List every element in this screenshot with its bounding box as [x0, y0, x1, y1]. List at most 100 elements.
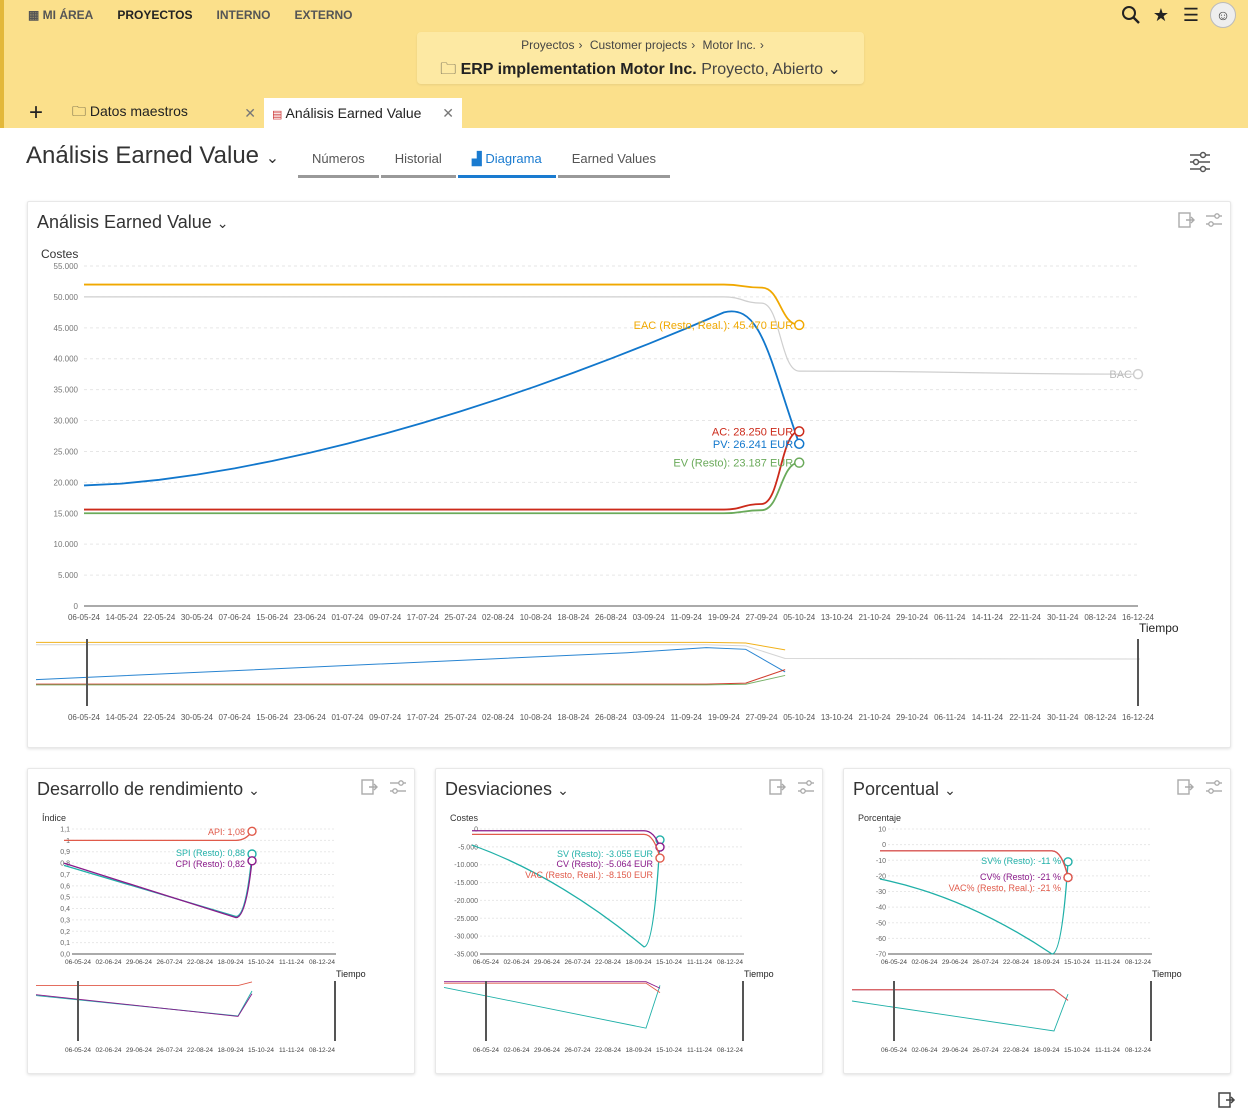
x-tick-label: 06-11-24	[934, 613, 966, 622]
data-label-ac: AC: 28.250 EUR	[712, 426, 793, 438]
navigator-tick-label: 06-05-24	[473, 1047, 499, 1054]
chart-title[interactable]: Desviaciones ⌄	[445, 779, 569, 800]
series-line-api	[880, 850, 1069, 878]
project-title[interactable]: 🗀 ERP implementation Motor Inc. Proyecto…	[417, 58, 864, 85]
performance-chart-card: Desarrollo de rendimiento ⌄ Índice 1,1 1 0,…	[27, 768, 415, 1074]
data-label-api: VAC% (Resto, Real.): -21 %	[949, 883, 1061, 893]
close-icon[interactable]: ✕	[442, 104, 454, 121]
breadcrumb-item[interactable]: Customer projects	[589, 38, 688, 52]
chart-title[interactable]: Porcentual ⌄	[853, 779, 956, 800]
nav-my-area[interactable]: ▦ MI ÁREA	[28, 8, 94, 22]
settings-sliders-icon[interactable]	[1188, 150, 1212, 174]
navigator-tick-label: 29-06-24	[942, 1047, 968, 1054]
navigator-tick-label: 21-10-24	[858, 713, 891, 722]
navigator-tick-label: 08-12-24	[717, 1047, 743, 1054]
export-icon[interactable]	[1175, 777, 1195, 797]
y-tick-label: -60	[876, 936, 886, 943]
x-axis-label: Tiempo	[336, 969, 366, 979]
y-tick-label: 0,0	[60, 952, 70, 959]
navigator-tick-label: 26-07-24	[564, 1047, 590, 1054]
close-icon[interactable]: ✕	[244, 104, 256, 121]
chevron-down-icon: ⌄	[557, 782, 569, 798]
chart-settings-icon[interactable]	[796, 777, 816, 797]
menu-icon[interactable]: ☰	[1182, 4, 1200, 25]
data-label-spi: SV% (Resto): -11 %	[981, 856, 1061, 866]
folder-icon: 🗀	[72, 103, 86, 119]
add-tab-button[interactable]: +	[28, 99, 43, 126]
navigator-line-pv	[35, 647, 786, 681]
view-history[interactable]: Historial	[380, 148, 456, 178]
page-title[interactable]: Análisis Earned Value ⌄	[26, 142, 279, 170]
tab-label: Análisis Earned Value	[285, 105, 422, 121]
navigator-tick-label: 22-08-24	[187, 1047, 213, 1054]
data-label-cpi: CPI (Resto): 0,82	[175, 859, 245, 869]
navigator-line-bac	[36, 644, 1141, 660]
navigator-tick-label: 11-11-24	[687, 1047, 712, 1054]
chart-settings-icon[interactable]	[1204, 777, 1224, 797]
y-tick-label: 55.000	[54, 262, 79, 271]
x-tick-label: 01-07-24	[331, 613, 364, 622]
view-diagram[interactable]: ▟ Diagrama	[457, 148, 556, 178]
y-tick-label: -30	[876, 889, 886, 896]
star-icon[interactable]: ★	[1152, 4, 1170, 25]
x-tick-label: 16-12-24	[1122, 613, 1155, 622]
export-icon[interactable]	[359, 777, 379, 797]
chevron-down-icon: ⌄	[827, 61, 841, 78]
y-tick-label: 0,4	[60, 906, 70, 913]
x-tick-label: 08-12-24	[717, 959, 743, 966]
avatar[interactable]: ☺	[1210, 2, 1236, 28]
navigator-tick-label: 02-06-24	[95, 1047, 121, 1054]
chart-settings-icon[interactable]	[1204, 210, 1224, 230]
navigator-tick-label: 26-08-24	[595, 713, 628, 722]
data-label-spi: SPI (Resto): 0,88	[176, 848, 245, 858]
navigator-bg	[36, 639, 1140, 702]
x-tick-label: 26-07-24	[564, 959, 590, 966]
nav-external[interactable]: EXTERNO	[294, 8, 353, 22]
breadcrumb-item[interactable]: Proyectos	[521, 38, 575, 52]
view-diagram-label: Diagrama	[485, 151, 542, 166]
navigator-tick-label: 06-11-24	[934, 713, 966, 722]
export-icon[interactable]	[767, 777, 787, 797]
x-tick-label: 26-07-24	[156, 959, 182, 966]
navigator-tick-label: 03-09-24	[633, 713, 666, 722]
chart-title[interactable]: Análisis Earned Value ⌄	[37, 212, 229, 233]
nav-internal[interactable]: INTERNO	[216, 8, 271, 22]
chart-title-text: Porcentual	[853, 779, 940, 799]
x-tick-label: 11-09-24	[671, 613, 703, 622]
view-numbers[interactable]: Números	[298, 148, 379, 178]
series-line-ac	[83, 430, 800, 511]
navigator-tick-label: 30-05-24	[181, 713, 214, 722]
navigator-tick-label: 15-10-24	[656, 1047, 682, 1054]
y-tick-label: 0,2	[60, 929, 70, 936]
search-icon[interactable]	[1120, 4, 1142, 26]
export-icon[interactable]	[1176, 210, 1196, 230]
y-tick-label: -30.000	[454, 934, 478, 941]
navigator-tick-label: 25-07-24	[444, 713, 477, 722]
main-nav: ▦ MI ÁREA PROYECTOS INTERNO EXTERNO	[28, 8, 377, 22]
y-tick-label: 1	[66, 838, 70, 845]
chart-title-text: Desviaciones	[445, 779, 553, 799]
chart-icon: ▤	[272, 109, 283, 121]
view-earned-values[interactable]: Earned Values	[557, 148, 671, 178]
tab-earned-value[interactable]: ▤ Análisis Earned Value ✕	[264, 98, 462, 128]
series-line-spi	[879, 861, 1069, 955]
x-tick-label: 19-09-24	[708, 613, 741, 622]
chart-title[interactable]: Desarrollo de rendimiento ⌄	[37, 779, 260, 800]
navigator-tick-label: 22-05-24	[143, 713, 176, 722]
x-axis-label: Tiempo	[744, 969, 774, 979]
y-tick-label: 10	[878, 827, 886, 834]
x-tick-label: 11-11-24	[1095, 959, 1120, 966]
chart-title-text: Análisis Earned Value	[37, 212, 212, 232]
export-icon[interactable]	[1216, 1090, 1236, 1110]
data-point-spi	[1063, 857, 1073, 867]
breadcrumb-item[interactable]: Motor Inc.	[702, 38, 756, 52]
tab-master-data[interactable]: 🗀 Datos maestros ✕	[64, 98, 264, 128]
navigator-tick-label: 29-10-24	[896, 713, 929, 722]
series-line-spi	[471, 839, 661, 948]
series-line-pv	[83, 310, 801, 487]
navigator-tick-label: 13-10-24	[821, 713, 854, 722]
chart-settings-icon[interactable]	[388, 777, 408, 797]
nav-projects[interactable]: PROYECTOS	[117, 8, 193, 22]
navigator-line-spi	[35, 990, 253, 1017]
